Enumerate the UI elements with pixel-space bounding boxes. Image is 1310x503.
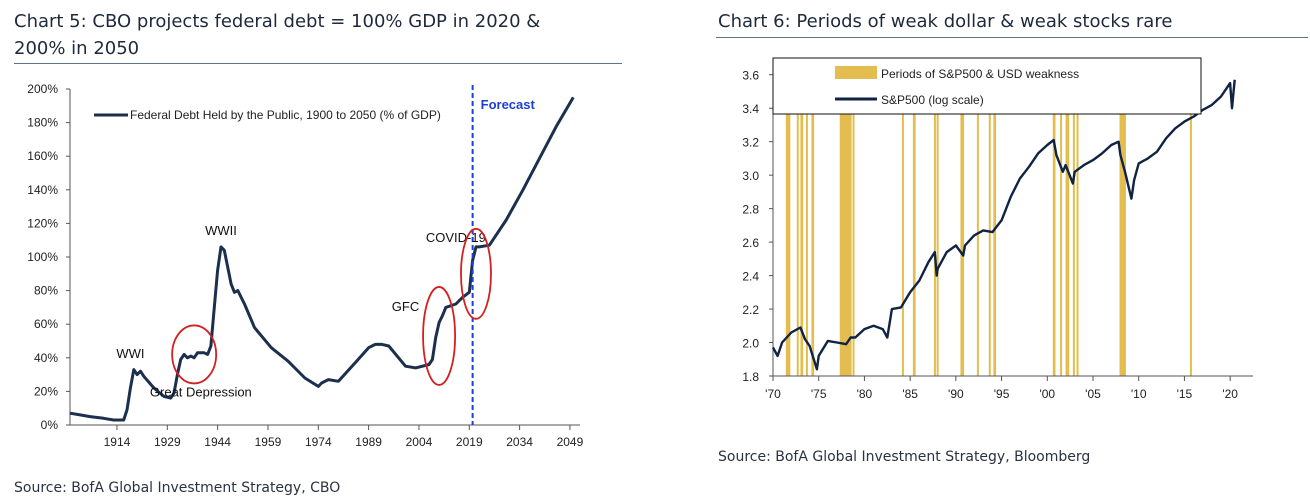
chart6-weakness-bar — [912, 58, 916, 376]
chart6-x-tick-label: '00 — [1039, 387, 1055, 401]
chart6-weakness-bar — [1189, 58, 1192, 376]
chart6-plot: 1.8 2.0 2.2 2.4 2.6 2.8 3.0 3.2 3.4 3.6 '70 '75 '80 '… — [742, 57, 1253, 401]
chart5-x-tick-label: 1959 — [255, 435, 282, 449]
chart6-weakness-bar — [811, 58, 815, 376]
chart6-weakness-bar — [1072, 58, 1075, 376]
chart5-y-tick-label: 160% — [27, 149, 58, 163]
chart6-weakness-bar — [936, 58, 939, 376]
chart6-weakness-bar — [933, 58, 936, 376]
chart5-x-tick-label: 2004 — [406, 435, 433, 449]
chart5-x-tick-label: 1974 — [305, 435, 332, 449]
chart5-x-tick-label: 2019 — [456, 435, 483, 449]
chart6-weakness-bar — [805, 58, 808, 376]
chart5-y-tick-label: 140% — [27, 183, 58, 197]
chart5-y-tick-label: 40% — [34, 351, 58, 365]
chart5-plot: 0% 20% 40% 60% 80% 100% 120% 140% 160% 180% 200% 19… — [27, 82, 584, 449]
chart5-source: Source: BofA Global Investment Strategy,… — [14, 480, 341, 496]
chart5-y-tick-label: 20% — [34, 384, 58, 398]
chart5-y-tick-label: 0% — [41, 418, 59, 432]
chart6-weakness-bar — [852, 58, 855, 376]
chart5-highlight-circle — [460, 227, 492, 320]
chart6-y-tick-label: 1.8 — [742, 370, 759, 384]
chart6-weakness-bar — [1052, 58, 1056, 376]
chart6-weakness-bar — [993, 58, 997, 376]
chart5-highlight-circle — [171, 324, 218, 385]
chart6-source: Source: BofA Global Investment Strategy,… — [718, 449, 1091, 465]
chart6-x-tick-label: '75 — [811, 387, 827, 401]
chart5-y-tick-label: 80% — [34, 284, 58, 298]
chart5-title-line2: 200% in 2050 — [14, 38, 140, 59]
chart6-y-tick-label: 3.4 — [742, 102, 759, 116]
chart5-y-tick-label: 60% — [34, 317, 58, 331]
chart6-legend-label-bar: Periods of S&P500 & USD weakness — [881, 67, 1079, 81]
chart6-y-tick-label: 3.6 — [742, 69, 759, 83]
chart5-annotation: WWI — [116, 346, 144, 361]
chart6-weakness-bar — [1060, 58, 1063, 376]
chart5-title-line1: Chart 5: CBO projects federal debt = 100… — [14, 11, 541, 32]
chart6-weakness-bar — [901, 58, 904, 376]
chart6-x-tick-label: '95 — [994, 387, 1010, 401]
chart5-annotation: Great Depression — [150, 384, 252, 399]
chart6-x-tick-label: '15 — [1177, 387, 1193, 401]
chart5-legend-label: Federal Debt Held by the Public, 1900 to… — [130, 108, 441, 122]
chart6-x-tick-label: '70 — [765, 387, 781, 401]
chart6-weakness-bar — [960, 58, 965, 376]
chart6-y-tick-label: 2.4 — [742, 270, 759, 284]
chart6-legend-label-line: S&P500 (log scale) — [881, 93, 984, 107]
chart6-y-tick-label: 2.6 — [742, 236, 759, 250]
chart6-x-tick-label: '10 — [1131, 387, 1147, 401]
chart5-title: Chart 5: CBO projects federal debt = 100… — [14, 8, 634, 62]
chart6-x-tick-label: '05 — [1085, 387, 1101, 401]
chart6-legend-swatch-bar — [835, 66, 877, 79]
chart5-highlight-circle — [422, 286, 456, 386]
chart6-title: Chart 6: Periods of weak dollar & weak s… — [718, 11, 1173, 32]
chart5-y-tick-label: 100% — [27, 250, 58, 264]
chart5-x-tick-label: 1944 — [204, 435, 231, 449]
chart6-title-rule — [716, 37, 1308, 38]
chart6-x-tick-label: '90 — [948, 387, 964, 401]
chart5-annotation: GFC — [392, 299, 419, 314]
chart5-x-tick-label: 2049 — [557, 435, 584, 449]
chart6-weakness-bar — [988, 58, 991, 376]
chart5-title-rule — [14, 63, 622, 64]
chart6-weakness-bar — [1076, 58, 1079, 376]
chart6-weakness-bar — [785, 58, 791, 376]
chart5-x-tick-label: 1914 — [104, 435, 131, 449]
chart6-weakness-bar — [1119, 58, 1126, 376]
chart6-y-tick-label: 2.8 — [742, 203, 759, 217]
chart6-y-tick-label: 3.2 — [742, 136, 759, 150]
chart5-y-tick-label: 200% — [27, 82, 58, 96]
chart6-y-tick-label: 2.2 — [742, 303, 759, 317]
chart6-x-tick-label: '20 — [1222, 387, 1238, 401]
chart6-y-tick-label: 2.0 — [742, 337, 759, 351]
chart5-x-tick-label: 1989 — [355, 435, 382, 449]
chart6-weakness-bar — [976, 58, 979, 376]
chart5-forecast-label: Forecast — [481, 97, 536, 112]
chart5-series-line — [69, 96, 575, 422]
chart6-weakness-bar — [839, 58, 852, 376]
chart6-y-tick-label: 3.0 — [742, 169, 759, 183]
chart5-x-tick-label: 1929 — [154, 435, 181, 449]
chart5-y-tick-label: 180% — [27, 116, 58, 130]
chart6-x-tick-label: '85 — [902, 387, 918, 401]
chart6-weakness-bar — [1065, 58, 1070, 376]
chart6-x-tick-label: '80 — [857, 387, 873, 401]
chart5-y-tick-label: 120% — [27, 216, 58, 230]
chart5-x-tick-label: 2034 — [506, 435, 533, 449]
chart5-annotation: COVID-19 — [426, 230, 486, 245]
chart6-weakness-bar — [796, 58, 799, 376]
chart5-annotation: WWII — [205, 223, 237, 238]
chart6-weakness-bar — [800, 58, 804, 376]
chart6-series-line — [771, 79, 1236, 371]
